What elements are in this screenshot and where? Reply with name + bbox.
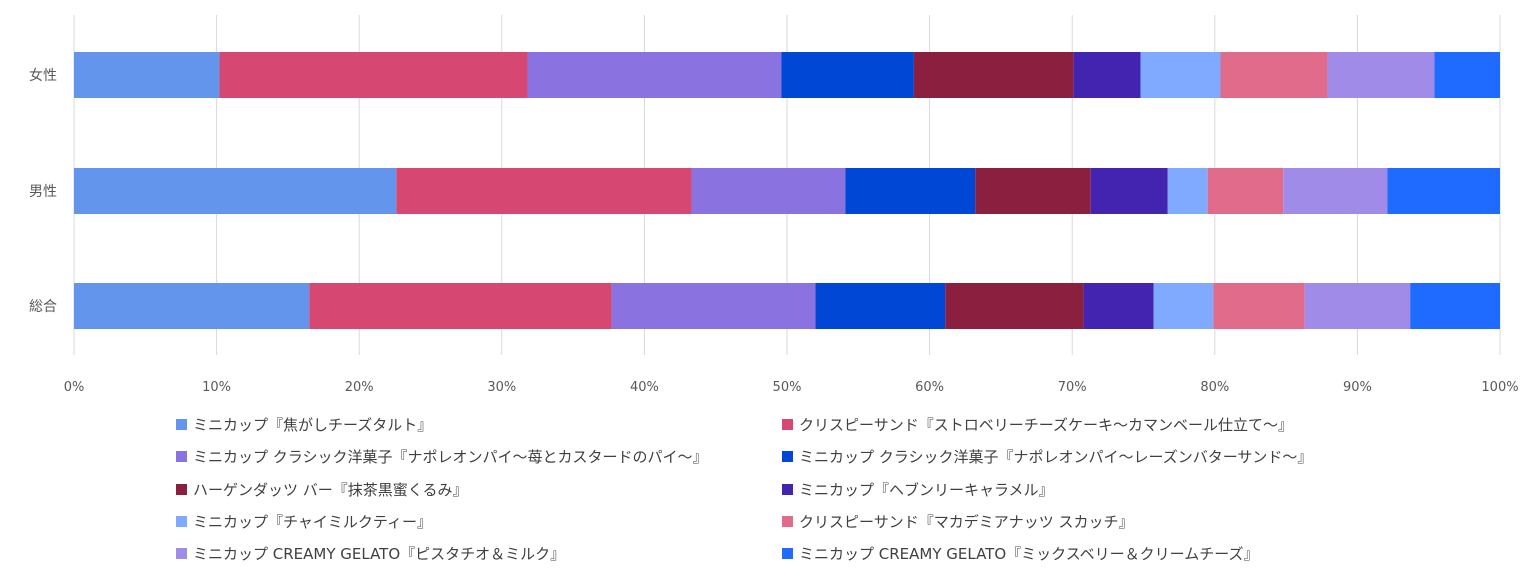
bar-segment — [74, 283, 310, 329]
x-tick-label: 20% — [345, 380, 374, 395]
bar-segment — [527, 52, 782, 98]
bar-segment — [1140, 52, 1221, 98]
bar-segment — [1213, 283, 1305, 329]
bar-segment — [219, 52, 528, 98]
bar-segment — [691, 168, 846, 214]
bar-segment — [1410, 283, 1500, 329]
bar-segment — [781, 52, 914, 98]
category-label: 女性 — [29, 67, 57, 84]
bar-segment — [913, 52, 1074, 98]
bar-segment — [1073, 52, 1141, 98]
x-tick-label: 90% — [1343, 380, 1372, 395]
category-label: 総合 — [29, 299, 57, 315]
x-tick-label: 0% — [64, 380, 85, 395]
x-tick-label: 70% — [1058, 380, 1087, 395]
x-tick-label: 80% — [1200, 380, 1229, 395]
bar-segment — [309, 283, 612, 329]
x-tick-label: 60% — [915, 380, 944, 395]
x-tick-label: 50% — [773, 380, 802, 395]
bar-segment — [1387, 168, 1500, 214]
bar-segment — [74, 52, 220, 98]
bar-segment — [975, 168, 1091, 214]
bar-segment — [1167, 168, 1208, 214]
bar-segment — [396, 168, 692, 214]
bar-segment — [1283, 168, 1388, 214]
x-tick-label: 30% — [487, 380, 516, 395]
bar-segment — [1327, 52, 1435, 98]
bars — [74, 52, 1500, 329]
bar-segment — [945, 283, 1084, 329]
bar-segment — [1304, 283, 1411, 329]
x-tick-label: 40% — [630, 380, 659, 395]
bar-segment — [611, 283, 816, 329]
bar-segment — [1083, 283, 1154, 329]
bar-segment — [1090, 168, 1168, 214]
x-tick-label: 10% — [202, 380, 231, 395]
category-label: 男性 — [29, 184, 57, 200]
x-tick-label: 100% — [1481, 380, 1518, 395]
bar-segment — [1207, 168, 1284, 214]
bar-segment — [815, 283, 946, 329]
bar-segment — [845, 168, 976, 214]
bar-segment — [1434, 52, 1500, 98]
bar-segment — [1153, 283, 1214, 329]
bar-segment — [74, 168, 397, 214]
bar-segment — [1220, 52, 1328, 98]
x-tick-labels: 0% 10% 20% 30% 40% 50% 60% 70% 80% 90% 100% — [64, 380, 1519, 395]
